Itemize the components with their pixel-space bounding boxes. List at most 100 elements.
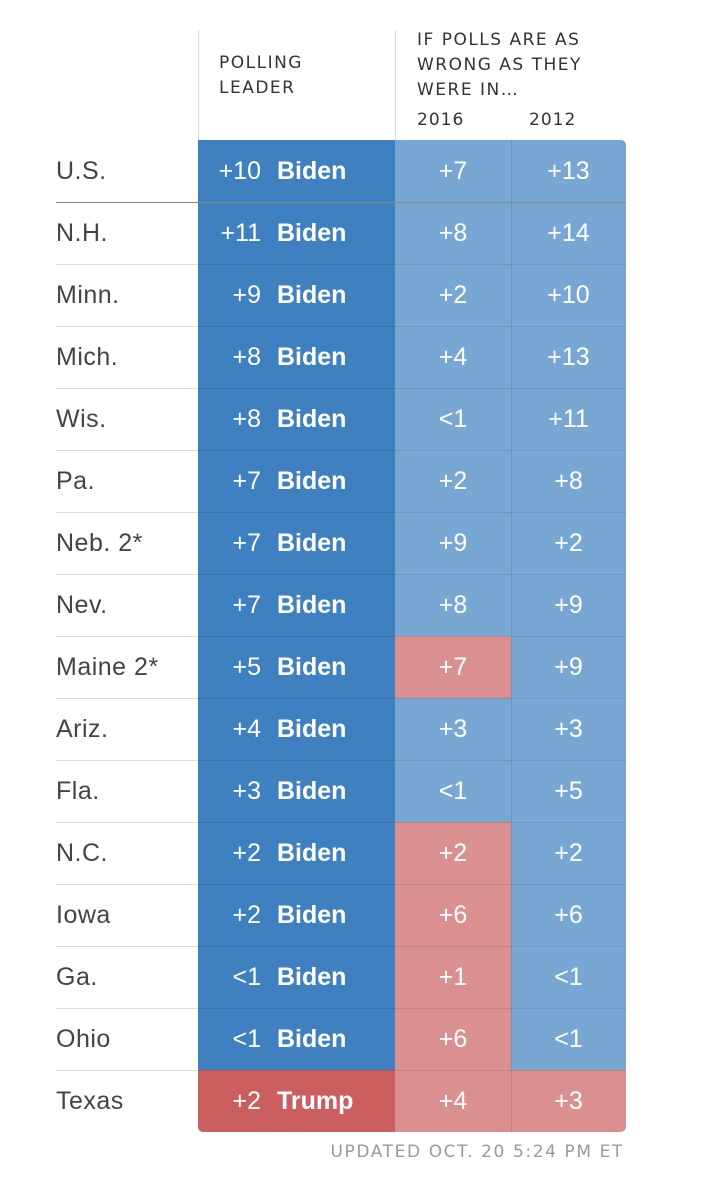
row-divider <box>56 946 198 947</box>
header-polling-leader: POLLING LEADER <box>219 51 303 101</box>
cell-row-divider <box>198 388 626 389</box>
state-label: Maine 2* <box>56 653 159 681</box>
leader-name: Biden <box>277 777 347 805</box>
cell-2012: +9 <box>511 636 626 698</box>
cell-2012: +13 <box>511 140 626 202</box>
state-label: Mich. <box>56 343 119 371</box>
row-divider <box>56 388 198 389</box>
cell-2016: <1 <box>395 388 511 450</box>
header-if-polls-line: WERE IN… <box>417 80 520 100</box>
leader-margin: +5 <box>232 653 261 681</box>
leader-name: Biden <box>277 219 347 247</box>
header-if-polls: IF POLLS ARE AS WRONG AS THEY WERE IN… <box>417 28 582 103</box>
row-divider <box>56 574 198 575</box>
state-label: N.C. <box>56 839 108 867</box>
cell-row-divider <box>198 822 626 823</box>
leader-cell: +2 Trump <box>198 1070 395 1132</box>
cell-2016: +7 <box>395 140 511 202</box>
leader-cell: <1 Biden <box>198 946 395 1008</box>
state-label: Pa. <box>56 467 96 495</box>
state-label: Minn. <box>56 281 120 309</box>
leader-name: Biden <box>277 467 347 495</box>
state-label: Ga. <box>56 963 98 991</box>
leader-name: Biden <box>277 157 347 185</box>
cell-2012: +14 <box>511 202 626 264</box>
leader-name: Biden <box>277 1025 347 1053</box>
cell-row-divider <box>198 946 626 947</box>
leader-margin: +2 <box>232 901 261 929</box>
cell-2016: +8 <box>395 574 511 636</box>
cell-row-divider <box>198 450 626 451</box>
state-label: Ohio <box>56 1025 111 1053</box>
cell-2016: +3 <box>395 698 511 760</box>
leader-margin: +9 <box>232 281 261 309</box>
row-divider <box>56 1070 198 1071</box>
state-label: Iowa <box>56 901 111 929</box>
cell-2016: +2 <box>395 264 511 326</box>
cell-2012: +6 <box>511 884 626 946</box>
row-divider <box>56 884 198 885</box>
row-divider <box>56 822 198 823</box>
leader-margin: +2 <box>232 1087 261 1115</box>
leader-name: Biden <box>277 839 347 867</box>
cell-2012: <1 <box>511 1008 626 1070</box>
leader-margin: <1 <box>232 1025 261 1053</box>
row-divider <box>56 698 198 699</box>
leader-cell: +9 Biden <box>198 264 395 326</box>
leader-cell: +5 Biden <box>198 636 395 698</box>
leader-margin: +2 <box>232 839 261 867</box>
header-divider-left <box>198 30 199 140</box>
leader-margin: +7 <box>232 467 261 495</box>
leader-cell: +2 Biden <box>198 822 395 884</box>
cell-2016: +9 <box>395 512 511 574</box>
header-polling-leader-line: POLLING <box>219 53 303 73</box>
state-label: Wis. <box>56 405 107 433</box>
cell-2012: +2 <box>511 512 626 574</box>
cell-2016: +2 <box>395 822 511 884</box>
leader-cell: +3 Biden <box>198 760 395 822</box>
cell-2012: +8 <box>511 450 626 512</box>
cell-2016: +6 <box>395 1008 511 1070</box>
cell-2012: +13 <box>511 326 626 388</box>
leader-margin: +7 <box>232 529 261 557</box>
leader-margin: +3 <box>232 777 261 805</box>
cell-row-divider <box>198 574 626 575</box>
leader-cell: +10 Biden <box>198 140 395 202</box>
row-divider <box>56 512 198 513</box>
leader-name: Biden <box>277 963 347 991</box>
header-year-2016: 2016 <box>417 110 465 130</box>
leader-margin: +7 <box>232 591 261 619</box>
leader-cell: <1 Biden <box>198 1008 395 1070</box>
row-divider <box>56 760 198 761</box>
cell-2012: +10 <box>511 264 626 326</box>
leader-cell: +8 Biden <box>198 326 395 388</box>
state-label: Nev. <box>56 591 108 619</box>
leader-name: Biden <box>277 405 347 433</box>
cell-row-divider <box>198 1008 626 1009</box>
state-label: U.S. <box>56 157 107 185</box>
cell-row-divider <box>198 264 626 265</box>
leader-margin: +10 <box>218 157 261 185</box>
header-if-polls-line: IF POLLS ARE AS <box>417 30 581 50</box>
cell-2012: +9 <box>511 574 626 636</box>
row-divider <box>56 264 198 265</box>
row-divider <box>56 1008 198 1009</box>
cell-2012: +2 <box>511 822 626 884</box>
cell-row-divider <box>198 698 626 699</box>
leader-name: Biden <box>277 591 347 619</box>
leader-cell: +7 Biden <box>198 512 395 574</box>
leader-margin: +11 <box>220 219 261 247</box>
row-divider <box>56 450 198 451</box>
state-label: Ariz. <box>56 715 109 743</box>
leader-name: Trump <box>277 1087 354 1115</box>
cell-2016: +4 <box>395 326 511 388</box>
row-divider <box>56 202 626 203</box>
cell-row-divider <box>198 636 626 637</box>
leader-margin: +4 <box>232 715 261 743</box>
leader-name: Biden <box>277 715 347 743</box>
header-divider-right <box>395 30 396 140</box>
leader-cell: +8 Biden <box>198 388 395 450</box>
header-polling-leader-line: LEADER <box>219 78 296 98</box>
leader-name: Biden <box>277 281 347 309</box>
leader-name: Biden <box>277 653 347 681</box>
